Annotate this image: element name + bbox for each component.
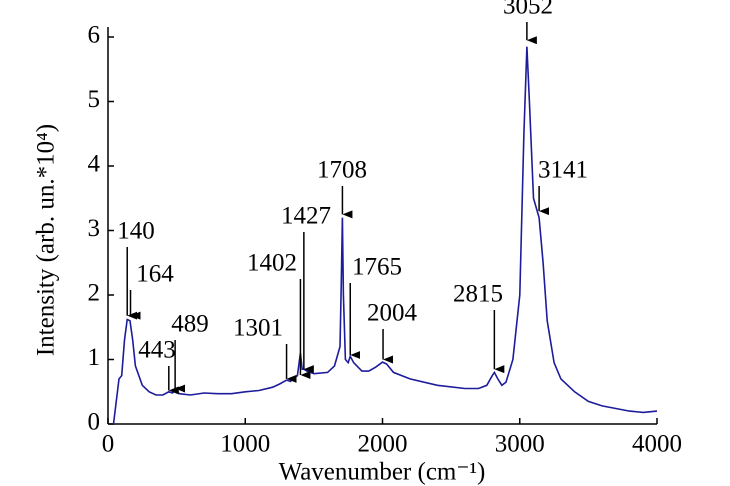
- x-tick-label: 0: [102, 431, 115, 458]
- peak-label: 2004: [367, 300, 418, 327]
- y-tick-label: 1: [88, 344, 101, 371]
- peak-label: 140: [117, 218, 155, 245]
- x-tick-label: 3000: [495, 431, 545, 458]
- peak-label: 1301: [233, 315, 283, 342]
- x-tick-label: 1000: [220, 431, 270, 458]
- peak-label: 3141: [538, 157, 588, 184]
- spectrum-line: [112, 46, 658, 425]
- peak-label: 1765: [352, 254, 402, 281]
- y-tick-label: 0: [88, 409, 101, 436]
- peak-label: 2815: [453, 281, 503, 308]
- x-tick-label: 4000: [632, 431, 682, 458]
- peak-label: 164: [136, 261, 174, 288]
- y-tick-label: 6: [88, 22, 101, 49]
- peak-label: 489: [171, 311, 209, 338]
- y-tick-label: 5: [88, 86, 101, 113]
- y-tick-label: 3: [88, 215, 101, 242]
- y-tick-label: 4: [88, 151, 101, 178]
- peak-label: 1708: [317, 157, 367, 184]
- x-tick-label: 2000: [358, 431, 408, 458]
- peak-label: 3052: [503, 0, 553, 20]
- peak-label: 1427: [281, 203, 331, 230]
- x-axis-label: Wavenumber (cm⁻¹): [279, 459, 486, 486]
- peak-label: 443: [138, 337, 176, 364]
- y-tick-label: 2: [88, 280, 101, 307]
- y-axis-label: Intensity (arb. un.*10⁴): [33, 124, 60, 356]
- peak-label: 1402: [247, 250, 297, 277]
